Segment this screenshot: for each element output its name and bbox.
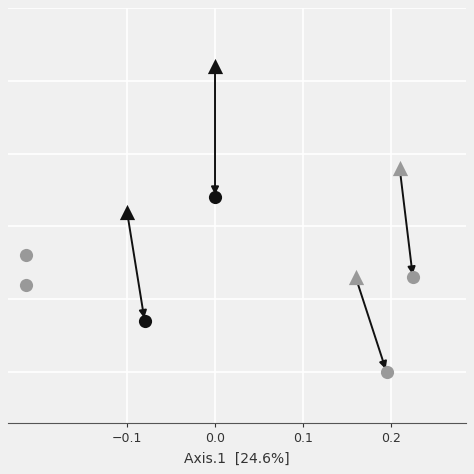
Point [141,317,148,325]
Point [22,281,30,288]
Point [211,193,219,201]
Point [22,252,30,259]
Point [211,63,219,70]
Point [409,273,417,281]
Point [383,368,390,375]
Point [396,164,403,172]
Point [352,273,359,281]
X-axis label: Axis.1  [24.6%]: Axis.1 [24.6%] [184,452,290,465]
Point [123,208,131,216]
